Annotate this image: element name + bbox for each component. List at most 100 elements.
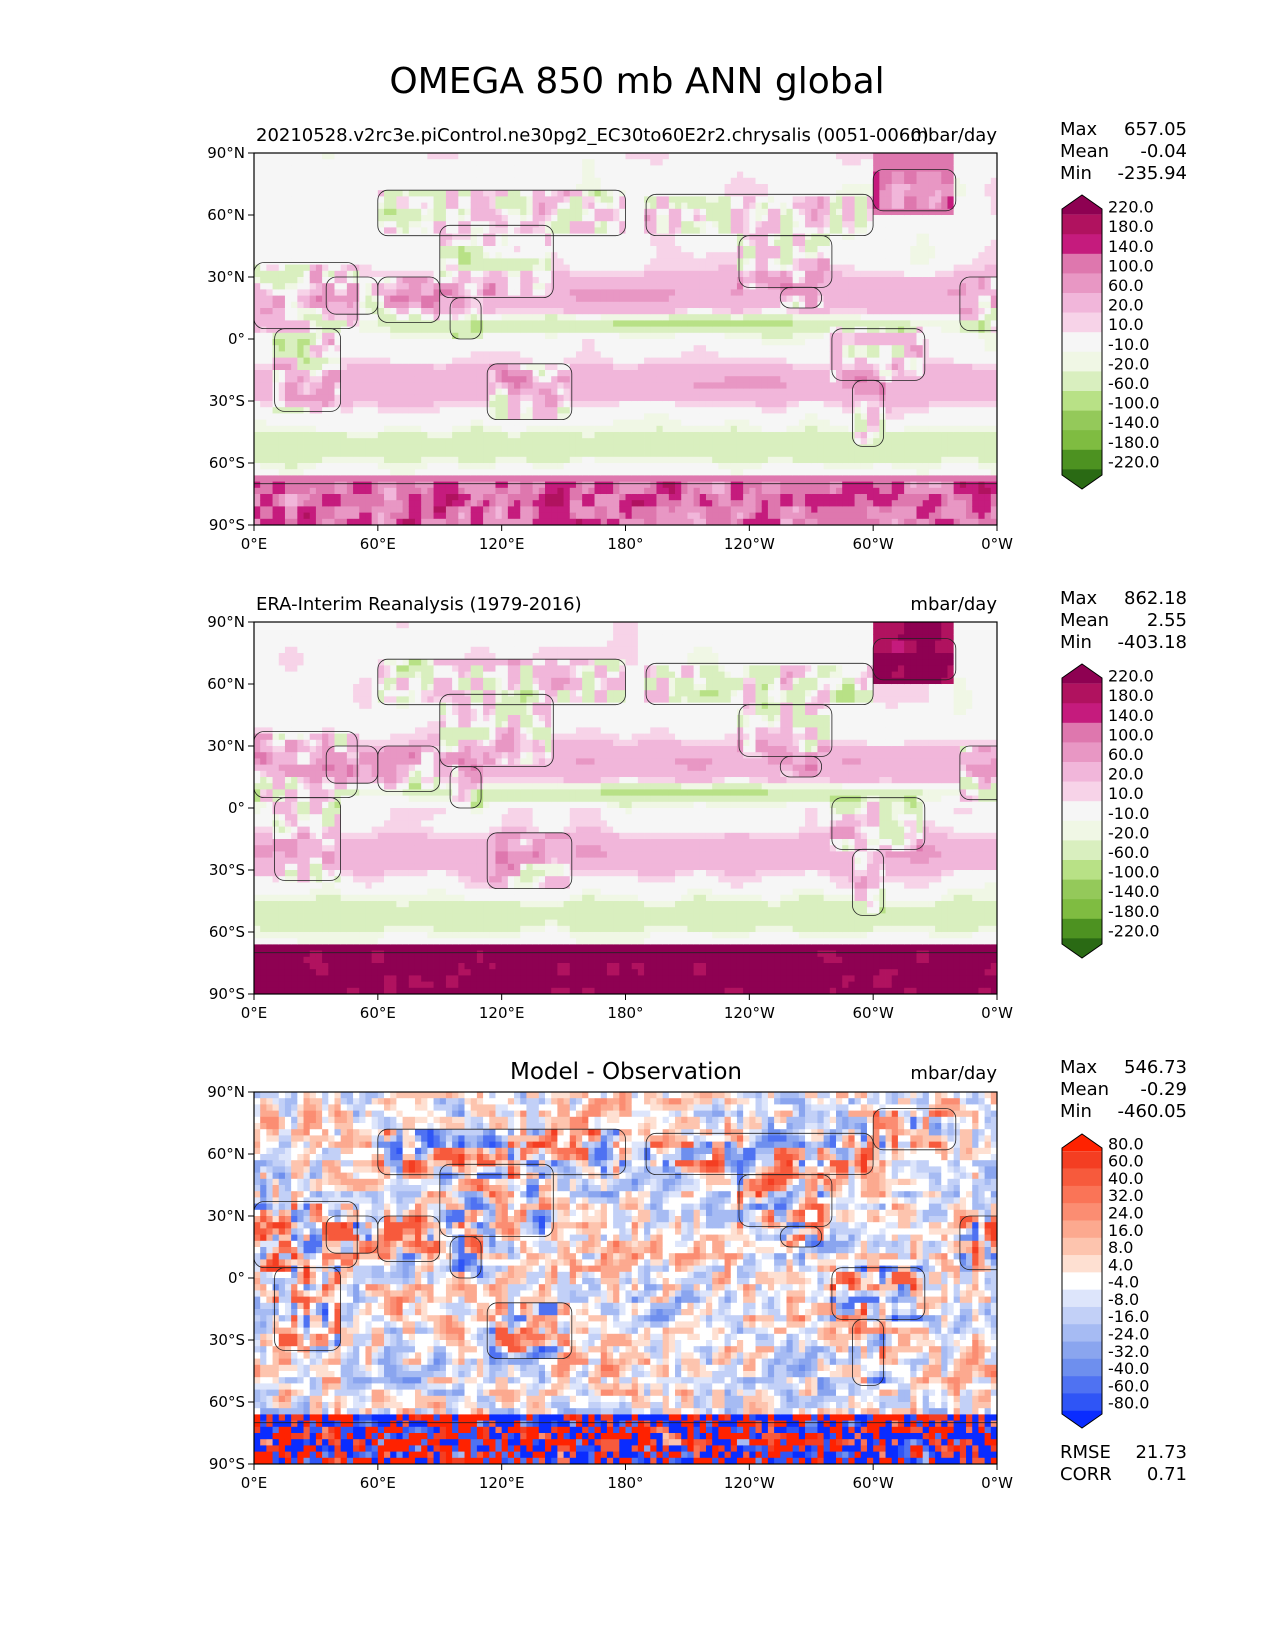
field-cell	[476, 221, 484, 228]
field-cell	[260, 494, 267, 501]
field-cell	[284, 413, 292, 420]
field-cell	[668, 301, 676, 309]
field-cell	[452, 289, 459, 296]
field-cell	[650, 463, 657, 470]
field-cell	[681, 289, 688, 296]
field-cell	[681, 165, 688, 172]
field-cell	[365, 184, 373, 191]
field-cell	[569, 326, 577, 334]
field-cell	[377, 357, 385, 365]
field-cell	[514, 239, 521, 247]
field-cell	[619, 208, 626, 216]
field-cell	[254, 463, 261, 470]
field-cell	[458, 277, 465, 284]
field-cell	[582, 419, 589, 427]
field-cell	[353, 289, 360, 296]
field-cell	[526, 506, 534, 513]
field-cell	[662, 320, 670, 327]
field-cell	[384, 382, 391, 389]
field-cell	[433, 283, 441, 290]
field-cell	[582, 339, 589, 346]
field-cell	[452, 171, 459, 179]
field-cell	[743, 444, 750, 451]
field-cell	[489, 227, 496, 234]
field-cell	[631, 382, 639, 389]
field-cell	[675, 314, 682, 321]
field-cell	[340, 394, 348, 402]
field-cell	[328, 345, 335, 352]
field-cell	[520, 500, 527, 507]
field-cell	[464, 407, 472, 414]
field-cell	[254, 413, 261, 420]
field-cell	[421, 456, 428, 464]
field-cell	[631, 233, 639, 241]
field-cell	[322, 407, 329, 414]
field-cell	[582, 208, 589, 216]
field-cell	[414, 277, 422, 284]
field-cell	[705, 258, 713, 265]
field-cell	[483, 227, 490, 234]
field-cell	[767, 215, 775, 222]
field-cell	[569, 308, 577, 315]
field-cell	[396, 357, 403, 365]
field-cell	[730, 512, 738, 520]
field-cell	[340, 252, 348, 259]
field-cell	[718, 339, 725, 346]
field-cell	[637, 171, 645, 179]
field-cell	[365, 295, 373, 303]
field-cell	[284, 475, 292, 482]
field-cell	[371, 165, 379, 172]
field-cell	[718, 332, 725, 340]
field-cell	[557, 295, 564, 303]
field-cell	[489, 363, 496, 371]
field-cell	[402, 407, 410, 414]
field-cell	[693, 215, 701, 222]
field-cell	[390, 283, 397, 290]
field-cell	[687, 165, 695, 172]
field-cell	[284, 419, 292, 427]
field-cell	[582, 159, 589, 166]
field-cell	[545, 320, 552, 327]
field-cell	[575, 184, 583, 191]
field-cell	[619, 376, 626, 383]
field-cell	[340, 289, 348, 296]
field-cell	[284, 425, 292, 433]
field-cell	[297, 320, 304, 327]
field-cell	[340, 413, 348, 420]
field-cell	[315, 444, 323, 451]
field-cell	[452, 239, 459, 247]
field-cell	[588, 196, 595, 203]
field-cell	[631, 494, 639, 501]
field-cell	[408, 345, 416, 352]
field-cell	[644, 289, 651, 296]
field-cell	[625, 382, 633, 389]
field-cell	[582, 500, 589, 507]
field-cell	[718, 357, 725, 365]
field-cell	[284, 506, 292, 513]
field-cell	[328, 177, 335, 185]
field-cell	[445, 239, 453, 247]
field-cell	[507, 382, 515, 389]
field-cell	[483, 444, 490, 451]
field-cell	[421, 165, 428, 172]
field-cell	[334, 407, 342, 414]
field-cell	[588, 512, 595, 520]
field-cell	[433, 376, 441, 383]
field-cell	[359, 351, 366, 358]
field-cell	[724, 518, 732, 525]
field-cell	[371, 233, 379, 241]
field-cell	[681, 370, 688, 377]
field-cell	[693, 469, 701, 476]
field-cell	[489, 518, 496, 525]
field-cell	[346, 277, 354, 284]
field-cell	[421, 320, 428, 327]
field-cell	[532, 258, 540, 265]
field-cell	[557, 500, 564, 507]
field-cell	[346, 295, 354, 303]
field-cell	[303, 227, 311, 234]
field-cell	[260, 159, 267, 166]
field-cell	[532, 432, 540, 439]
field-cell	[483, 320, 490, 327]
field-cell	[693, 177, 701, 185]
field-cell	[284, 283, 292, 290]
